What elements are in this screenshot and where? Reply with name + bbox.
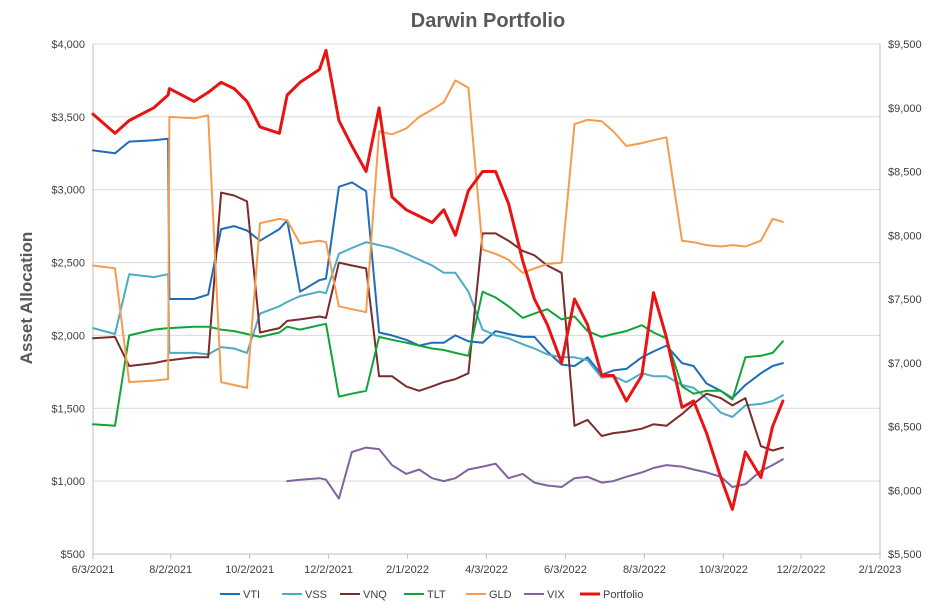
y-tick-label: $3,500: [51, 112, 85, 124]
axes: $500 $1,000 $1,500 $2,000 $2,500 $3,000 $3,500…: [51, 39, 921, 576]
y-tick-label: $1,000: [51, 476, 85, 488]
y2-tick-label: $8,500: [888, 167, 922, 179]
x-tick-label: 10/3/2022: [699, 564, 748, 576]
y-tick-label: $3,000: [51, 185, 85, 197]
x-tick-label: 12/2/2021: [304, 564, 353, 576]
y-tick-label: $500: [61, 549, 85, 561]
y2-tick-label: $6,500: [888, 422, 922, 434]
x-tick-label: 10/2/2021: [225, 564, 274, 576]
gridlines: [93, 43, 880, 555]
y2-tick-label: $7,500: [888, 294, 922, 306]
series-line-vix: [286, 446, 784, 500]
y2-tick-label: $9,500: [888, 39, 922, 51]
y-axis-label: Asset Allocation: [17, 232, 36, 365]
series-line-vss: [92, 241, 784, 418]
y-tick-label: $2,500: [51, 258, 85, 270]
legend-label-vss: VSS: [305, 589, 327, 601]
series-line-vti: [92, 137, 784, 400]
legend-label-vti: VTI: [243, 589, 260, 601]
x-tick-label: 6/3/2022: [544, 564, 587, 576]
legend-label-vix: VIX: [547, 589, 565, 601]
x-tick-label: 8/3/2022: [623, 564, 666, 576]
chart-title: Darwin Portfolio: [411, 10, 565, 32]
x-tick-label: 8/2/2021: [149, 564, 192, 576]
series-line-tlt: [92, 290, 784, 427]
y2-tick-label: $8,000: [888, 230, 922, 242]
legend-label-tlt: TLT: [427, 589, 446, 601]
legend-label-portfolio: Portfolio: [603, 589, 643, 601]
series-line-vnq: [92, 191, 784, 452]
legend: VTI VSS VNQ TLT GLD VIX Portfolio: [220, 589, 643, 601]
x-tick-label: 12/2/2022: [777, 564, 826, 576]
y-tick-label: $1,500: [51, 403, 85, 415]
y-tick-label: $4,000: [51, 39, 85, 51]
y-tick-label: $2,000: [51, 330, 85, 342]
series-line-portfolio: [91, 48, 785, 511]
x-tick-label: 2/1/2023: [859, 564, 902, 576]
series-line-gld: [92, 79, 784, 389]
y2-tick-label: $9,000: [888, 103, 922, 115]
x-tick-label: 6/3/2021: [72, 564, 115, 576]
y2-tick-label: $6,000: [888, 485, 922, 497]
y2-tick-label: $7,000: [888, 358, 922, 370]
x-tick-label: 2/1/2022: [386, 564, 429, 576]
legend-label-gld: GLD: [489, 589, 512, 601]
legend-label-vnq: VNQ: [363, 589, 387, 601]
x-tick-label: 4/3/2022: [465, 564, 508, 576]
y2-tick-label: $5,500: [888, 549, 922, 561]
series-lines: [91, 48, 785, 511]
